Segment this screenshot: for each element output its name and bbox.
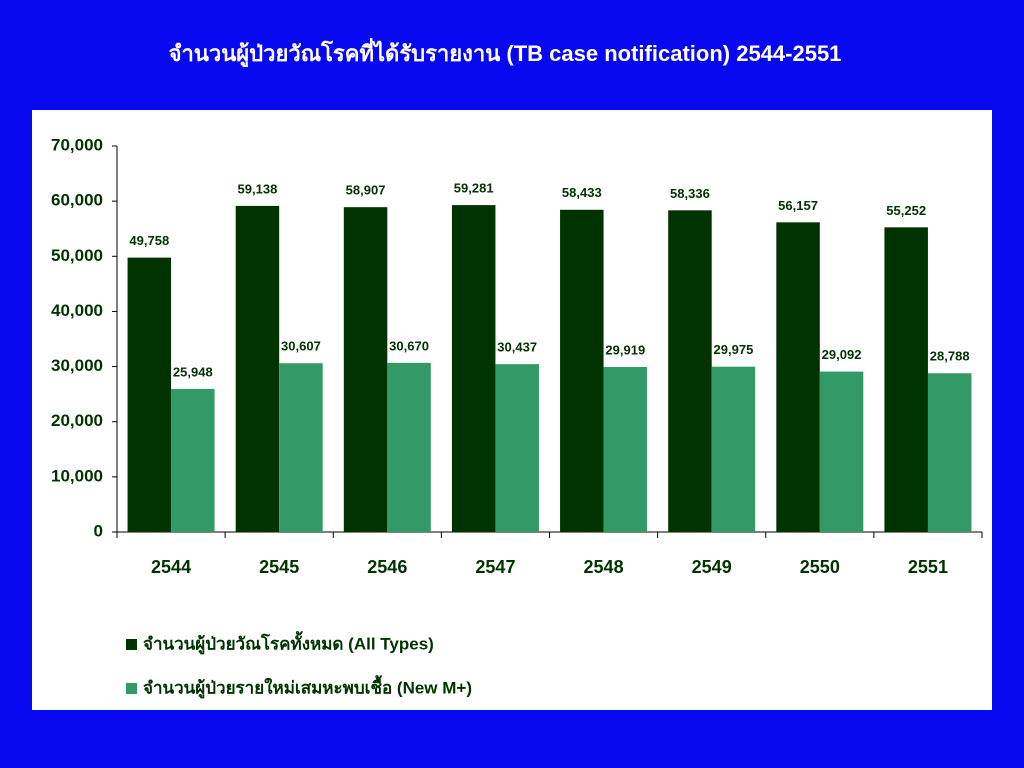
bar: [279, 363, 323, 532]
x-tick-label: 2551: [908, 557, 948, 577]
x-tick-label: 2550: [800, 557, 840, 577]
bar: [668, 210, 712, 532]
bar: [884, 227, 928, 532]
y-tick-label: 60,000: [51, 191, 103, 210]
value-label: 30,607: [281, 339, 321, 354]
value-label: 29,919: [605, 342, 645, 357]
value-label: 56,157: [778, 198, 818, 213]
bar: [495, 364, 539, 532]
bar: [776, 222, 820, 532]
chart-title: จำนวนผู้ป่วยวัณโรคที่ได้รับรายงาน (TB ca…: [169, 37, 842, 68]
y-tick-label: 20,000: [51, 411, 103, 430]
value-label: 58,336: [670, 186, 710, 201]
y-tick-label: 40,000: [51, 301, 103, 320]
legend-label: จำนวนผู้ป่วยรายใหม่เสมหะพบเชื้อ (New M+): [143, 674, 472, 699]
bar: [819, 371, 864, 532]
y-tick-label: 70,000: [51, 135, 103, 154]
value-label: 58,433: [562, 185, 602, 200]
value-label: 58,907: [346, 183, 386, 198]
value-label: 30,437: [497, 340, 537, 355]
bar: [387, 362, 431, 532]
value-label: 29,092: [822, 347, 862, 362]
bar: [711, 366, 756, 532]
x-tick-label: 2544: [151, 557, 191, 577]
value-label: 30,670: [389, 338, 429, 353]
y-tick-label: 50,000: [51, 246, 103, 265]
y-tick-label: 30,000: [51, 356, 103, 375]
x-tick-label: 2546: [367, 557, 407, 577]
x-tick-label: 2547: [475, 557, 515, 577]
y-tick-label: 10,000: [51, 466, 103, 485]
x-tick-label: 2545: [259, 557, 299, 577]
legend-label: จำนวนผู้ป่วยวัณโรคทั้งหมด (All Types): [143, 630, 434, 655]
legend-swatch: [126, 639, 137, 650]
value-label: 55,252: [886, 203, 926, 218]
bar: [927, 373, 972, 532]
bar: [127, 257, 172, 532]
value-label: 59,281: [454, 181, 494, 196]
bar: [603, 367, 648, 532]
bar: [235, 205, 280, 532]
value-label: 28,788: [930, 349, 970, 364]
value-label: 29,975: [714, 342, 754, 357]
legend-swatch: [126, 683, 137, 694]
bar: [343, 207, 388, 532]
x-tick-label: 2549: [692, 557, 732, 577]
bar: [171, 388, 215, 532]
value-label: 25,948: [173, 364, 213, 379]
value-label: 59,138: [238, 181, 278, 196]
x-tick-label: 2548: [584, 557, 624, 577]
y-tick-label: 0: [94, 521, 103, 540]
bar: [451, 205, 496, 532]
value-label: 49,758: [129, 233, 169, 248]
bar: [560, 209, 604, 532]
